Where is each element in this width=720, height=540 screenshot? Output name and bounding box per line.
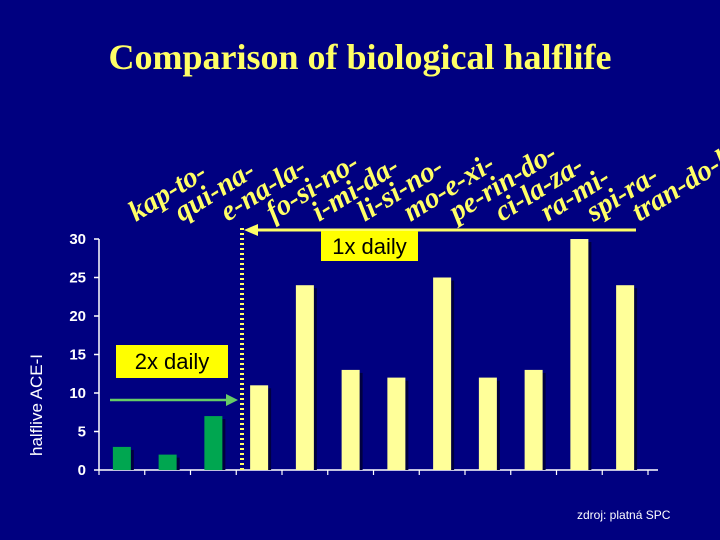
- once-daily-arrowhead: [244, 224, 258, 236]
- y-tick-label: 5: [78, 424, 86, 441]
- bar-lisino: [341, 369, 360, 470]
- bar-enala: [204, 416, 223, 470]
- y-tick-label: 25: [69, 270, 86, 287]
- bar-perindo: [433, 277, 452, 470]
- y-tick-label: 15: [69, 347, 86, 364]
- source-note: zdroj: platná SPC: [577, 508, 671, 522]
- y-tick-label: 10: [69, 385, 86, 402]
- y-axis-label: halflive ACE-I: [27, 354, 46, 456]
- twice-daily-callout: 2x daily: [116, 345, 228, 378]
- bar-spira: [570, 239, 589, 470]
- bar-kapto: [112, 446, 131, 470]
- annotations: [110, 224, 636, 470]
- y-tick-label: 30: [69, 231, 86, 248]
- bar-rami: [524, 369, 543, 470]
- bar-cilaza: [478, 377, 497, 470]
- y-tick-label: 20: [69, 308, 86, 325]
- bar-fosino: [250, 385, 269, 470]
- bar-trandola: [616, 285, 635, 470]
- bar-quina: [158, 454, 177, 470]
- twice-daily-arrowhead: [226, 394, 238, 406]
- page-title: Comparison of biological halflife: [108, 37, 612, 77]
- axes: 0 5 10 15 20 25 30: [69, 231, 658, 479]
- category-labels: kap-to-qui-na-e-na-la-fo-si-no-i-mi-da-l…: [123, 132, 720, 230]
- bar-imida: [295, 285, 314, 470]
- bars: [112, 239, 638, 470]
- y-tick-label: 0: [78, 462, 86, 479]
- bar-moexi: [387, 377, 406, 470]
- once-daily-callout: 1x daily: [321, 231, 418, 261]
